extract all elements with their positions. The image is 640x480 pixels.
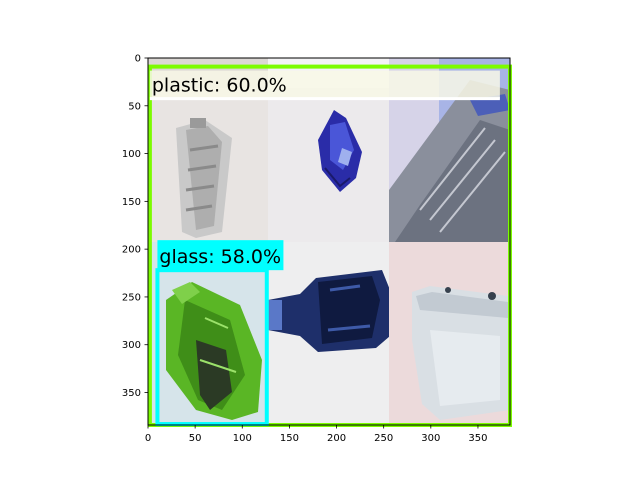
y-tick-label: 0 — [135, 54, 141, 65]
axes-frame — [147, 57, 511, 426]
plastic-label-background — [149, 70, 500, 99]
y-tick-label: 200 — [122, 245, 141, 256]
y-tick-label: 350 — [122, 388, 141, 399]
y-axis: 0 50 100 150 200 250 300 350 — [122, 54, 148, 399]
y-tick-label: 150 — [122, 197, 141, 208]
x-tick-label: 100 — [233, 433, 252, 444]
y-tick-label: 100 — [122, 149, 141, 160]
x-tick-label: 0 — [145, 433, 151, 444]
x-tick-label: 150 — [280, 433, 299, 444]
image-tile — [389, 242, 510, 425]
glass-detection-label: glass: 58.0% — [159, 246, 281, 268]
x-tick-label: 350 — [468, 433, 487, 444]
y-tick-label: 250 — [122, 292, 141, 303]
x-axis: 0 50 100 150 200 250 300 350 — [145, 425, 487, 444]
glass-label-background — [157, 240, 284, 271]
image-tile — [268, 242, 390, 425]
image-tile — [148, 242, 268, 425]
plastic-detection-label: plastic: 60.0% — [152, 75, 287, 97]
y-tick-label: 300 — [122, 340, 141, 351]
y-tick-label: 50 — [128, 101, 141, 112]
x-tick-label: 50 — [189, 433, 202, 444]
x-tick-label: 300 — [421, 433, 440, 444]
detection-layer: plastic: 60.0% glass: 58.0% — [147, 64, 513, 427]
x-tick-label: 250 — [374, 433, 393, 444]
x-tick-label: 200 — [327, 433, 346, 444]
